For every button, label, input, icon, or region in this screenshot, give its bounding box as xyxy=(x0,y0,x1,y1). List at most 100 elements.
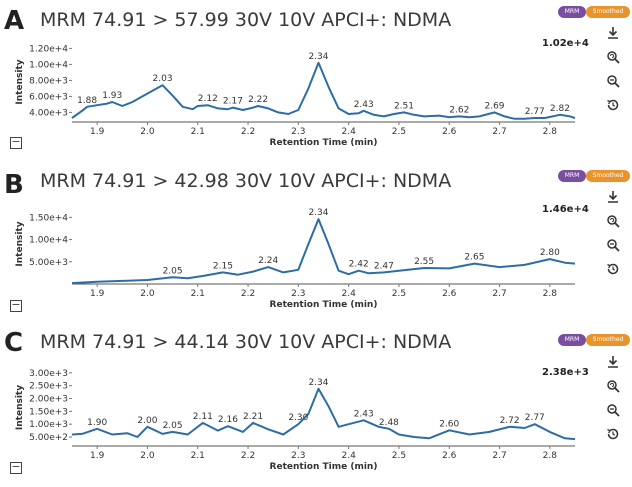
peak-label: 2.16 xyxy=(218,415,238,425)
x-axis-title: Retention Time (min) xyxy=(270,138,378,148)
y-tick-label: 5.00e+2 xyxy=(29,433,68,443)
history-icon[interactable] xyxy=(606,98,624,116)
chromatogram-plot[interactable]: 5.00e+2 1.00e+3 1.50e+3 2.00e+3 2.50e+3 3.00e… xyxy=(0,325,600,477)
x-tick-label: 1.9 xyxy=(90,289,105,299)
collapse-button[interactable]: − xyxy=(10,298,22,312)
x-tick-label: 2.4 xyxy=(341,289,356,299)
collapse-button[interactable]: − xyxy=(10,460,22,474)
zoom-reset-icon[interactable] xyxy=(606,214,624,232)
peak-label: 2.77 xyxy=(525,413,545,423)
x-tick-label: 2.2 xyxy=(241,451,255,461)
x-tick-label: 2.6 xyxy=(442,127,457,137)
x-tick-label: 2.7 xyxy=(492,451,506,461)
y-tick-label: 2.50e+3 xyxy=(29,382,68,392)
x-axis-title: Retention Time (min) xyxy=(270,462,378,472)
y-tick-label: 8.00e+3 xyxy=(29,76,68,86)
peak-label: 1.90 xyxy=(87,418,107,428)
peak-label: 2.43 xyxy=(354,409,374,419)
peak-label: 2.51 xyxy=(394,101,414,111)
max-intensity-label: 1.02e+4 xyxy=(542,38,589,49)
peak-label: 2.60 xyxy=(439,419,459,429)
y-tick-label: 3.00e+3 xyxy=(29,369,68,379)
x-tick-label: 2.4 xyxy=(341,451,356,461)
peak-label: 2.00 xyxy=(137,416,157,426)
smoothed-badge: Smoothed xyxy=(586,170,630,182)
panel-letter: C xyxy=(4,328,24,358)
chromatogram-plot[interactable]: 5.00e+31.00e+41.50e+41.9 2.0 2.1 2.2 2.3 2.4 2… xyxy=(0,162,600,314)
x-tick-label: 2.2 xyxy=(241,127,255,137)
peak-label: 2.05 xyxy=(163,421,183,431)
x-tick-label: 2.0 xyxy=(140,127,155,137)
max-intensity-label: 2.38e+3 xyxy=(542,367,589,378)
peak-label: 2.22 xyxy=(248,95,268,105)
x-tick-label: 2.1 xyxy=(191,127,205,137)
mrm-badge: MRM xyxy=(558,170,586,182)
peak-label: 2.42 xyxy=(349,260,369,270)
chart-toolbar xyxy=(606,26,626,122)
peak-label: 2.62 xyxy=(449,105,469,115)
x-tick-label: 2.3 xyxy=(291,127,305,137)
chromatogram-trace xyxy=(71,61,576,120)
chart-panel-c: C MRM 74.91 > 44.14 30V 10V APCI+: NDMA … xyxy=(0,325,632,487)
download-icon[interactable] xyxy=(606,26,624,44)
x-tick-label: 2.5 xyxy=(392,127,406,137)
peak-label: 2.43 xyxy=(354,100,374,110)
x-tick-label: 2.6 xyxy=(442,451,457,461)
peak-label: 2.69 xyxy=(484,101,504,111)
download-icon[interactable] xyxy=(606,355,624,373)
y-tick-label: 1.00e+3 xyxy=(29,420,68,430)
smoothed-badge: Smoothed xyxy=(586,6,630,18)
y-tick-label: 5.00e+3 xyxy=(29,258,68,268)
peak-label: 2.12 xyxy=(198,94,218,104)
chromatogram-plot[interactable]: 4.00e+3 6.00e+3 8.00e+3 1.00e+4 1.20e+4 1.9 2.… xyxy=(0,0,600,152)
x-tick-label: 2.5 xyxy=(392,451,406,461)
y-tick-label: 1.20e+4 xyxy=(29,44,68,54)
x-tick-label: 2.7 xyxy=(492,289,506,299)
collapse-button[interactable]: − xyxy=(10,135,22,149)
peak-label: 2.30 xyxy=(288,413,308,423)
peak-label: 2.03 xyxy=(153,74,173,84)
x-tick-label: 2.3 xyxy=(291,289,305,299)
peak-label: 2.80 xyxy=(540,248,560,258)
peak-label: 2.34 xyxy=(308,52,328,62)
download-icon[interactable] xyxy=(606,190,624,208)
y-axis-title: Intensity xyxy=(15,385,25,430)
max-intensity-label: 1.46e+4 xyxy=(542,204,589,215)
panel-letter: A xyxy=(4,6,25,36)
x-axis-title: Retention Time (min) xyxy=(270,300,378,310)
x-tick-label: 2.3 xyxy=(291,451,305,461)
x-tick-label: 1.9 xyxy=(90,451,105,461)
x-tick-label: 2.0 xyxy=(140,451,155,461)
zoom-out-icon[interactable] xyxy=(606,74,624,92)
panel-letter: B xyxy=(4,170,24,200)
x-tick-label: 2.7 xyxy=(492,127,506,137)
y-tick-label: 2.00e+3 xyxy=(29,395,68,405)
zoom-out-icon[interactable] xyxy=(606,403,624,421)
y-axis-title: Intensity xyxy=(15,221,25,266)
peak-label: 2.77 xyxy=(525,107,545,117)
peak-label: 2.34 xyxy=(308,378,328,388)
x-tick-label: 2.0 xyxy=(140,289,155,299)
peak-label: 1.93 xyxy=(102,91,122,101)
zoom-reset-icon[interactable] xyxy=(606,379,624,397)
peak-label: 1.88 xyxy=(77,96,97,106)
chromatogram-trace xyxy=(71,218,576,285)
x-tick-label: 2.2 xyxy=(241,289,255,299)
zoom-reset-icon[interactable] xyxy=(606,50,624,68)
peak-label: 2.34 xyxy=(308,208,328,218)
zoom-out-icon[interactable] xyxy=(606,238,624,256)
y-tick-label: 4.00e+3 xyxy=(29,108,68,118)
smoothed-badge: Smoothed xyxy=(586,334,630,346)
y-tick-label: 1.50e+3 xyxy=(29,407,68,417)
chart-toolbar xyxy=(606,190,626,286)
y-tick-label: 1.00e+4 xyxy=(29,236,68,246)
chromatogram-trace xyxy=(71,387,576,441)
x-tick-label: 2.1 xyxy=(191,451,205,461)
peak-label: 2.55 xyxy=(414,257,434,267)
history-icon[interactable] xyxy=(606,262,624,280)
chart-title: MRM 74.91 > 57.99 30V 10V APCI+: NDMA xyxy=(40,9,452,31)
history-icon[interactable] xyxy=(606,427,624,445)
chart-title: MRM 74.91 > 42.98 30V 10V APCI+: NDMA xyxy=(40,170,452,192)
peak-label: 2.24 xyxy=(258,256,278,266)
y-tick-label: 6.00e+3 xyxy=(29,92,68,102)
